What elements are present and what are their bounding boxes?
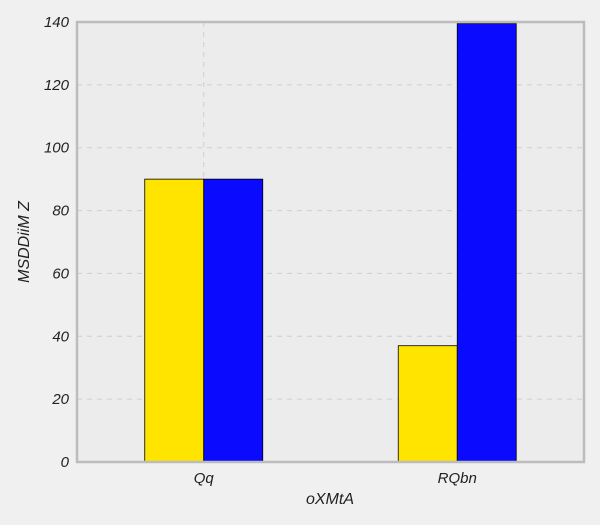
y-tick-label: 120 xyxy=(44,77,70,94)
y-tick-label: 100 xyxy=(44,140,70,157)
bar-series-0-RQbn xyxy=(397,345,458,463)
bar-series-0-Qq xyxy=(144,178,205,463)
plot-frame xyxy=(75,20,586,464)
x-tick-label: RQbn xyxy=(438,470,477,487)
y-tick-label: 60 xyxy=(52,265,69,282)
bars xyxy=(144,23,517,463)
y-tick-label: 0 xyxy=(61,454,70,471)
y-tick-label: 20 xyxy=(51,391,69,408)
y-tick-label: 40 xyxy=(52,328,69,345)
bar-series-1-RQbn xyxy=(456,23,517,463)
bar-series-1-Qq xyxy=(203,178,264,463)
y-tick-label: 80 xyxy=(52,203,69,220)
y-tick-label: 140 xyxy=(44,14,70,31)
x-axis-label: oXMtA xyxy=(306,491,354,508)
y-axis-label: MSDDiiM Z xyxy=(16,200,33,283)
x-tick-label: Qq xyxy=(194,470,215,487)
tick-labels: 0 20 40 60 80 100 120 140 Qq RQbn xyxy=(44,14,477,487)
